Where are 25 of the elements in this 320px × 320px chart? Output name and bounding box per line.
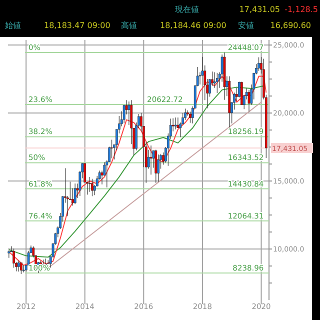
text: 始値 bbox=[5, 21, 21, 30]
text: 18,184.46 09:00 bbox=[160, 21, 226, 30]
candlestick bbox=[18, 260, 20, 272]
text: 18,183.47 09:00 bbox=[44, 21, 110, 30]
candlestick bbox=[216, 72, 218, 94]
text: 高値 bbox=[121, 21, 137, 30]
candlestick bbox=[88, 176, 91, 192]
candlestick bbox=[258, 56, 260, 72]
candlestick bbox=[154, 149, 158, 184]
candlestick bbox=[174, 117, 177, 130]
candlestick bbox=[184, 108, 186, 120]
text: 17,431.05 bbox=[239, 5, 280, 14]
candlestick bbox=[240, 81, 243, 106]
candlestick bbox=[157, 154, 160, 182]
text: -1,128.5 bbox=[284, 5, 318, 14]
candlestick bbox=[74, 183, 76, 204]
candlestick bbox=[150, 145, 152, 175]
candlestick bbox=[12, 248, 15, 268]
candlestick bbox=[91, 178, 94, 196]
candlestick bbox=[189, 111, 192, 124]
text: 安値 bbox=[238, 21, 254, 30]
candlestick bbox=[110, 140, 113, 159]
text: 現在値 bbox=[175, 5, 199, 14]
candlestick bbox=[20, 262, 22, 274]
text: 16,690.60 bbox=[270, 21, 311, 30]
